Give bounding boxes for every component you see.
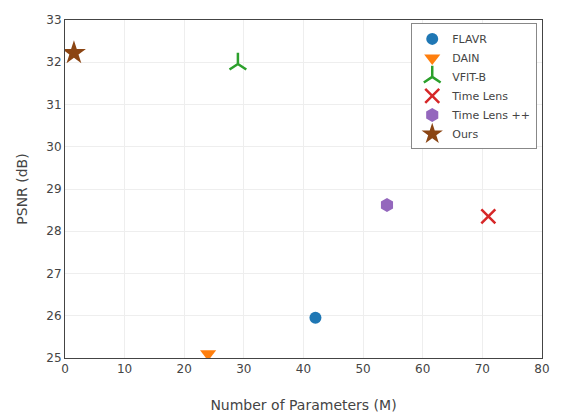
svg-text:Ours: Ours (452, 128, 478, 141)
svg-text:30: 30 (46, 140, 61, 154)
svg-text:30: 30 (236, 362, 251, 376)
svg-text:40: 40 (296, 362, 311, 376)
svg-text:31: 31 (46, 98, 61, 112)
svg-text:PSNR (dB): PSNR (dB) (14, 153, 30, 224)
svg-text:VFIT-B: VFIT-B (452, 71, 486, 84)
svg-text:DAIN: DAIN (452, 52, 479, 65)
svg-text:27: 27 (46, 267, 61, 281)
svg-text:Time Lens: Time Lens (451, 90, 508, 103)
svg-text:32: 32 (46, 55, 61, 69)
svg-text:0: 0 (61, 362, 69, 376)
svg-text:26: 26 (46, 309, 61, 323)
svg-text:80: 80 (534, 362, 549, 376)
svg-text:25: 25 (46, 351, 61, 365)
svg-text:10: 10 (117, 362, 132, 376)
svg-text:Time Lens ++: Time Lens ++ (451, 109, 530, 122)
svg-text:20: 20 (177, 362, 192, 376)
svg-text:50: 50 (355, 362, 370, 376)
svg-text:FLAVR: FLAVR (452, 33, 487, 46)
svg-text:28: 28 (46, 224, 61, 238)
svg-text:70: 70 (475, 362, 490, 376)
svg-text:60: 60 (415, 362, 430, 376)
svg-text:29: 29 (46, 182, 61, 196)
svg-text:33: 33 (46, 13, 61, 27)
svg-text:Number of Parameters (M): Number of Parameters (M) (210, 397, 396, 413)
